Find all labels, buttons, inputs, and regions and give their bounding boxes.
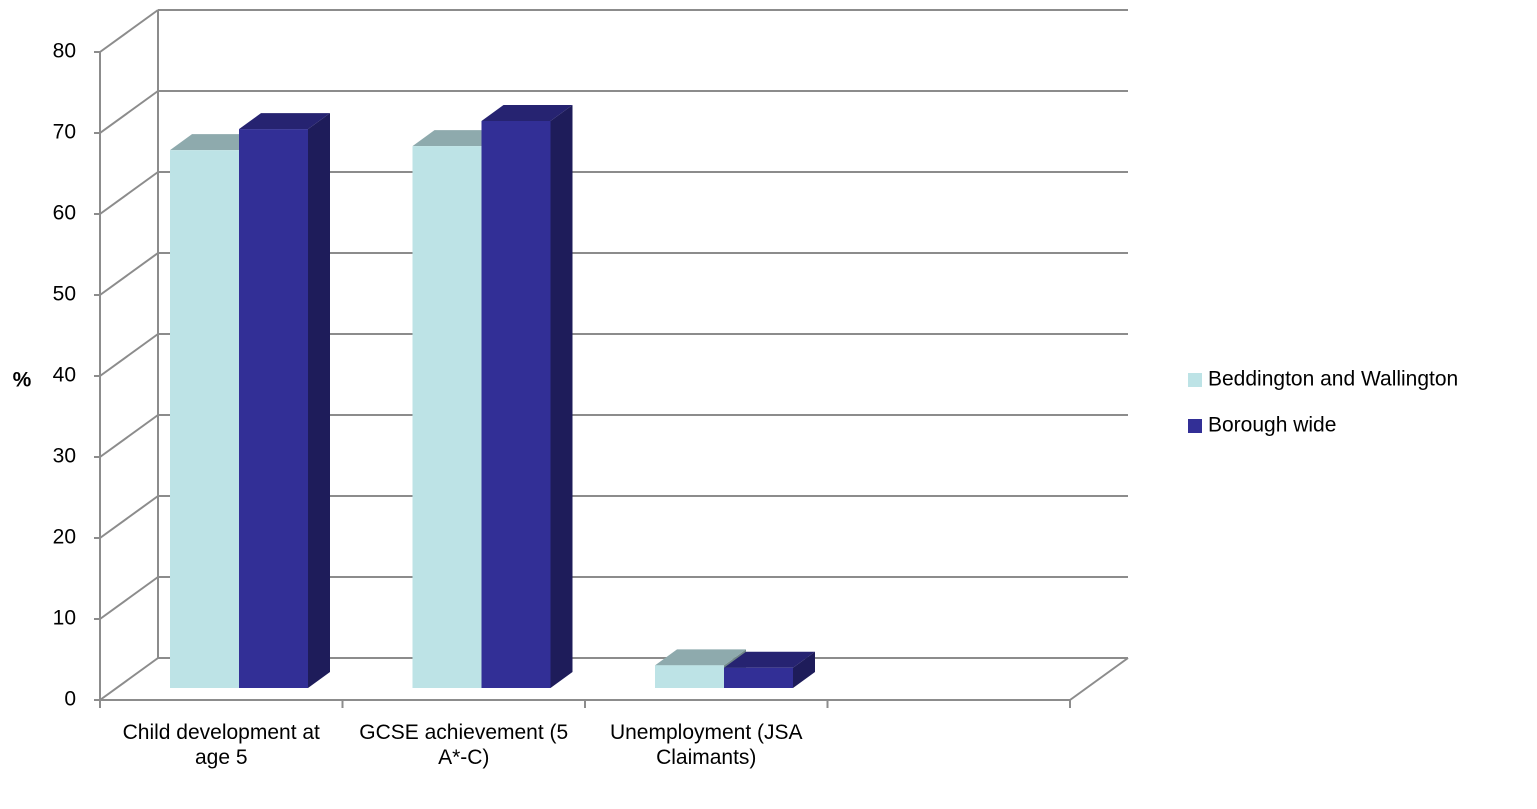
grid-line	[99, 90, 159, 134]
bar-top	[481, 105, 573, 121]
grid-line	[99, 414, 159, 458]
bar	[239, 129, 308, 689]
floor-edge	[1069, 657, 1129, 701]
legend-swatch	[1188, 419, 1202, 433]
legend-label: Borough wide	[1208, 414, 1336, 437]
grid-line	[99, 171, 159, 215]
bar-top	[412, 130, 504, 147]
bar	[412, 146, 482, 689]
grid-line	[99, 252, 159, 296]
y-tick-label: 50	[53, 283, 76, 306]
bar-top	[239, 113, 330, 130]
bar-side	[308, 113, 330, 689]
y-tick-label: 80	[53, 40, 76, 63]
y-tick-label: 60	[53, 202, 76, 225]
legend-label: Beddington and Wallington	[1208, 368, 1458, 391]
bar	[724, 667, 793, 688]
y-tick-label: 30	[53, 445, 76, 468]
grid-line	[99, 576, 159, 620]
legend-swatch	[1188, 373, 1202, 387]
y-axis-label: %	[13, 369, 32, 392]
bar	[481, 121, 551, 688]
bar-top	[170, 134, 261, 151]
bar	[655, 665, 724, 688]
y-tick-label: 10	[53, 607, 76, 630]
y-tick-label: 0	[64, 688, 76, 711]
bar	[170, 150, 239, 688]
y-tick-label: 20	[53, 526, 76, 549]
bar-side	[793, 651, 815, 688]
y-tick-label: 40	[53, 364, 76, 387]
x-tick-label: Child development at age 5	[122, 721, 320, 769]
grid-line	[99, 9, 159, 53]
x-tick-label: GCSE achievement (5 A*-C)	[359, 721, 569, 769]
grid-line	[99, 657, 159, 701]
bar-side	[550, 105, 573, 688]
x-tick-label: Unemployment (JSA Claimants)	[609, 721, 803, 769]
grid-line	[99, 333, 159, 377]
bar-top	[724, 651, 815, 668]
y-tick-label: 70	[53, 121, 76, 144]
grid-line	[99, 495, 159, 539]
bar-top	[655, 649, 746, 666]
